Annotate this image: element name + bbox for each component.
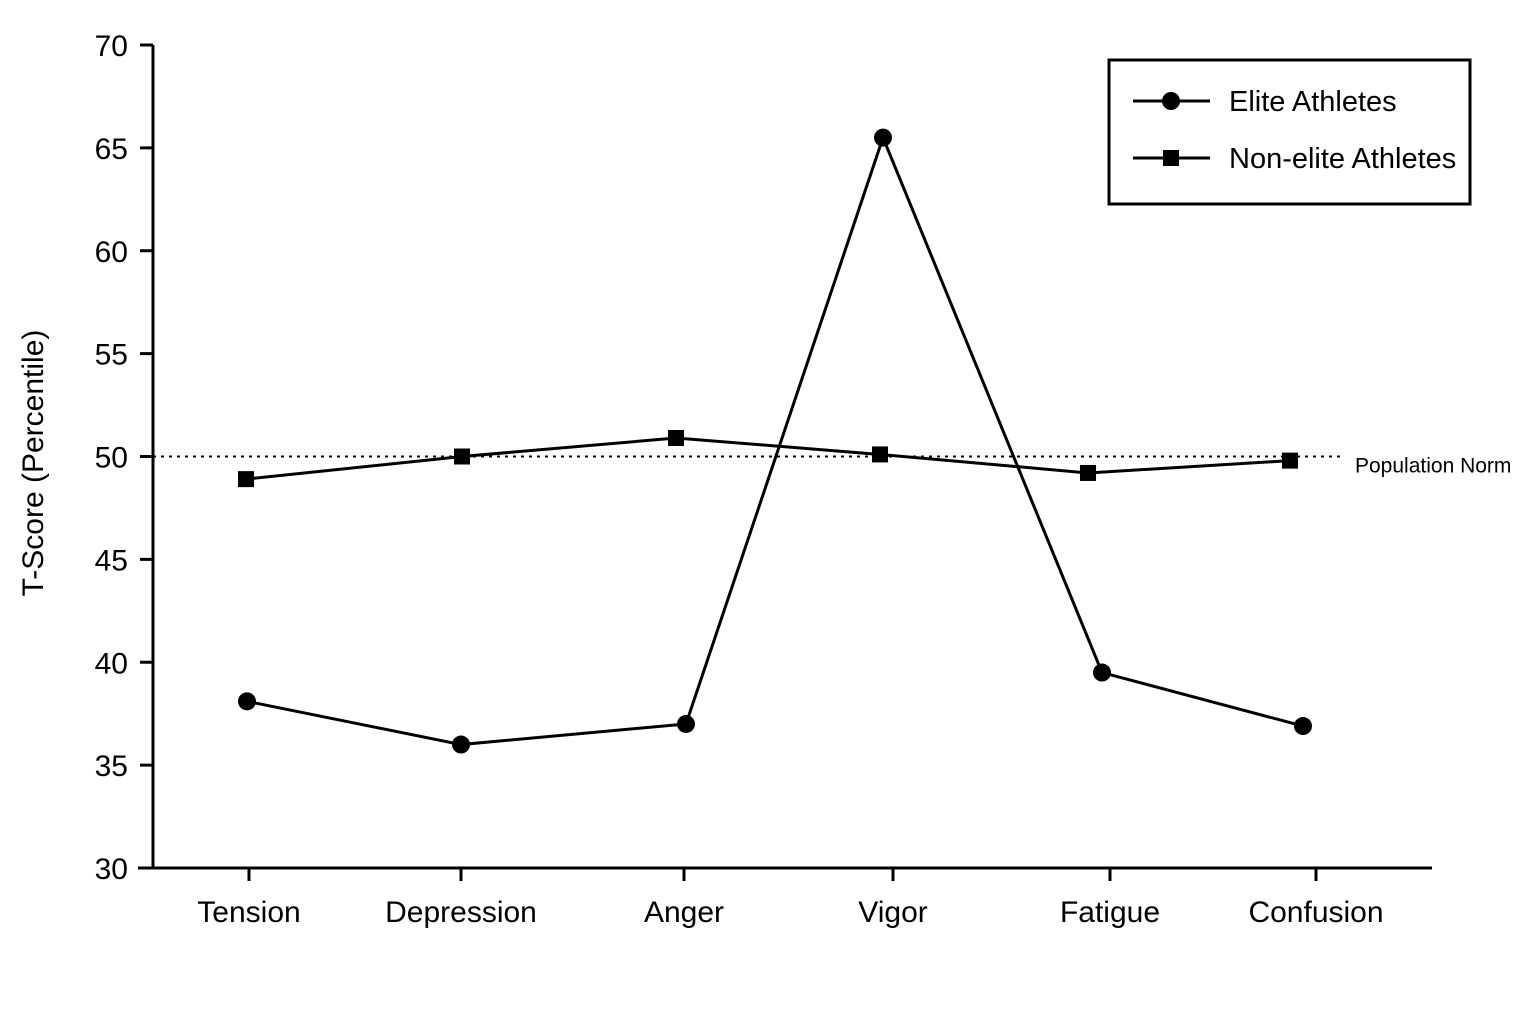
data-point-nonelite [454, 448, 470, 465]
legend-label-nonelite: Non-elite Athletes [1229, 143, 1456, 175]
x-ticks: Tension Depression Anger Vigor Fatigue Confus… [197, 868, 1384, 929]
data-point-elite [677, 714, 695, 733]
data-point-elite [1294, 717, 1312, 736]
data-point-nonelite [238, 471, 254, 488]
legend-label-elite: Elite Athletes [1229, 86, 1397, 118]
data-point-elite [238, 692, 256, 711]
data-point-elite [1093, 663, 1111, 682]
series-line-nonelite [245, 436, 1291, 481]
x-tick-label: Tension [197, 896, 300, 929]
x-tick-label: Anger [644, 896, 724, 929]
data-point-nonelite [668, 429, 684, 446]
y-tick-label: 60 [95, 236, 128, 269]
y-tick-label: 30 [95, 853, 128, 886]
y-tick-label: 65 [95, 133, 128, 166]
y-tick-label: 45 [95, 544, 128, 577]
y-tick-label: 40 [95, 647, 128, 680]
legend-marker-nonelite [1163, 150, 1179, 166]
legend: Elite Athletes Non-elite Athletes [1107, 58, 1472, 206]
data-point-elite [452, 735, 470, 754]
y-axis-title: T-Score (Percentile) [17, 330, 50, 597]
population-norm-label: Population Norm [1355, 455, 1511, 478]
y-tick-label: 35 [95, 750, 128, 783]
y-tick-label: 50 [95, 442, 128, 475]
data-point-nonelite [1282, 452, 1298, 469]
x-tick-label: Confusion [1248, 896, 1383, 929]
data-point-nonelite [872, 446, 888, 463]
data-point-nonelite [1080, 464, 1096, 481]
y-tick-label: 70 [95, 30, 128, 63]
x-tick-label: Depression [385, 896, 537, 929]
data-point-elite [874, 128, 892, 147]
x-tick-label: Fatigue [1060, 896, 1160, 929]
legend-box [1107, 58, 1472, 206]
x-tick-label: Vigor [858, 896, 928, 929]
y-tick-label: 55 [95, 339, 128, 372]
y-ticks: 30 35 40 45 50 55 60 65 70 [95, 30, 153, 886]
legend-marker-elite [1162, 92, 1180, 110]
series-layer [238, 128, 1312, 754]
series-line-elite [246, 133, 1304, 747]
population-norm: Population Norm [153, 455, 1511, 478]
